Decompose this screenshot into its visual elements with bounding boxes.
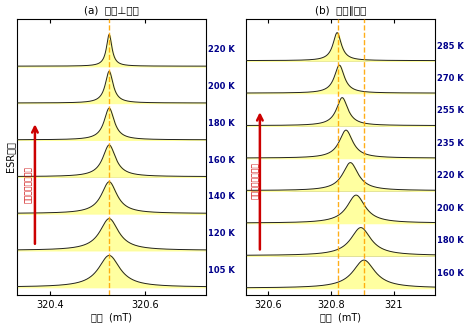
Text: 200 K: 200 K bbox=[437, 204, 463, 213]
Title: (a)  磁場⊥基板: (a) 磁場⊥基板 bbox=[84, 6, 139, 15]
X-axis label: 磁場  (mT): 磁場 (mT) bbox=[91, 313, 132, 322]
Text: 160 K: 160 K bbox=[208, 155, 235, 165]
Text: 180 K: 180 K bbox=[437, 236, 463, 245]
Text: 200 K: 200 K bbox=[208, 82, 234, 91]
Text: 運動による先鉤化: 運動による先鉤化 bbox=[250, 162, 260, 199]
Text: 255 K: 255 K bbox=[437, 107, 464, 115]
Text: 220 K: 220 K bbox=[208, 45, 235, 54]
Text: 220 K: 220 K bbox=[437, 172, 463, 180]
Text: 270 K: 270 K bbox=[437, 74, 463, 83]
Text: 285 K: 285 K bbox=[437, 42, 463, 51]
Text: 235 K: 235 K bbox=[437, 139, 463, 148]
Text: 運動による先鉤化: 運動による先鉤化 bbox=[24, 166, 33, 202]
Text: 180 K: 180 K bbox=[208, 119, 234, 128]
Text: 120 K: 120 K bbox=[208, 229, 235, 238]
X-axis label: 磁場  (mT): 磁場 (mT) bbox=[320, 313, 361, 322]
Text: 140 K: 140 K bbox=[208, 193, 235, 201]
Y-axis label: ESR信号: ESR信号 bbox=[6, 141, 15, 173]
Text: 160 K: 160 K bbox=[437, 269, 463, 278]
Text: 105 K: 105 K bbox=[208, 266, 235, 275]
Title: (b)  磁場∥基板: (b) 磁場∥基板 bbox=[315, 6, 366, 15]
